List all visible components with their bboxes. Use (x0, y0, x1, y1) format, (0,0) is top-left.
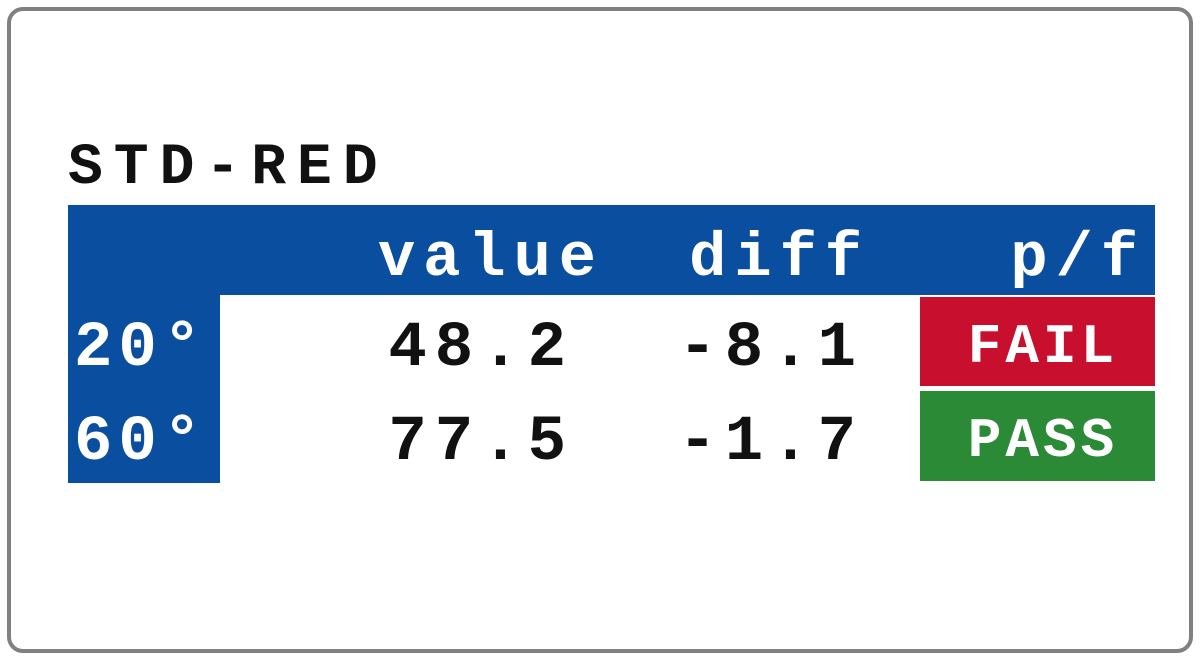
label-column (68, 295, 220, 483)
fail-cell (920, 297, 1155, 386)
title: STD-RED (68, 136, 389, 201)
header-cell: value (378, 223, 604, 294)
result-cell: PASS (968, 409, 1118, 473)
value-cell: 48.2 (388, 313, 574, 385)
pass-cell (920, 391, 1155, 481)
diff-cell: -8.1 (678, 313, 864, 385)
row-label: 20° (74, 313, 207, 385)
header-cell: diff (689, 223, 870, 294)
header-bar (68, 205, 1155, 295)
row-label: 60° (74, 407, 207, 479)
header-cell: p/f (1010, 223, 1146, 294)
diff-cell: -1.7 (678, 407, 864, 479)
value-cell: 77.5 (388, 407, 574, 479)
result-cell: FAIL (968, 315, 1118, 379)
display-frame (7, 7, 1193, 653)
